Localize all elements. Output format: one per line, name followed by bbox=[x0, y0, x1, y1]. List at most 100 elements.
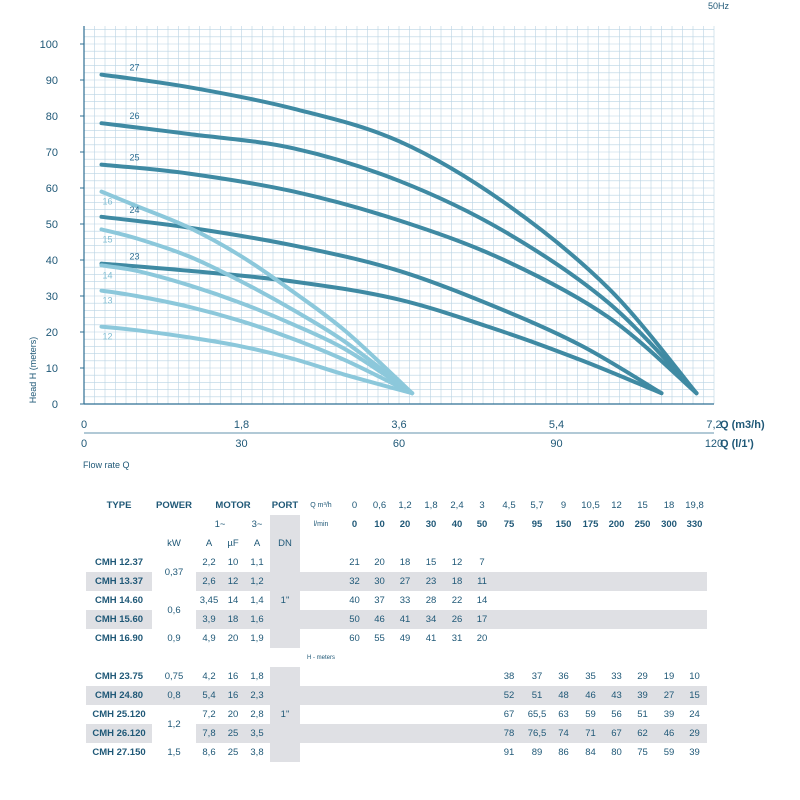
blank bbox=[300, 743, 342, 762]
power-kw: 0,75 bbox=[164, 671, 184, 682]
blank bbox=[418, 648, 444, 667]
head-value: 84 bbox=[585, 747, 596, 758]
blank bbox=[682, 534, 707, 553]
header-type: TYPE bbox=[106, 500, 132, 511]
q-lmin-value: 330 bbox=[686, 519, 703, 530]
q-m3h-value: 2,4 bbox=[450, 500, 464, 511]
blank bbox=[444, 534, 470, 553]
head-value: 51 bbox=[637, 709, 648, 720]
h-meters-label: H - meters bbox=[306, 654, 335, 661]
motor-uf: 25 bbox=[227, 747, 239, 758]
x-axis-title: Q (m3/h) bbox=[720, 419, 765, 431]
blank bbox=[244, 648, 270, 667]
y-tick-label: 40 bbox=[46, 255, 58, 267]
head-value bbox=[604, 629, 629, 648]
y-tick-label: 90 bbox=[46, 75, 58, 87]
head-value: 41 bbox=[392, 610, 418, 629]
blank bbox=[86, 515, 152, 534]
blank bbox=[300, 629, 342, 648]
blank bbox=[300, 610, 342, 629]
head-value bbox=[444, 724, 470, 743]
model-name: CMH 25.120 bbox=[92, 709, 146, 720]
head-value bbox=[524, 572, 550, 591]
blank bbox=[604, 534, 629, 553]
head-value bbox=[524, 591, 550, 610]
head-value bbox=[392, 724, 418, 743]
curve-label-13: 13 bbox=[103, 296, 113, 306]
head-value: 67 bbox=[604, 724, 629, 743]
q-m3h-value: 9 bbox=[560, 500, 567, 511]
motor-a-3ph: 1,8 bbox=[250, 671, 264, 682]
head-value bbox=[577, 553, 604, 572]
model-name: CMH 26.120 bbox=[86, 724, 152, 743]
head-value: 56 bbox=[611, 709, 622, 720]
head-value: 33 bbox=[611, 671, 622, 682]
y-tick-label: 0 bbox=[52, 399, 58, 411]
y-tick-label: 70 bbox=[46, 147, 58, 159]
motor-a-3ph: 1,4 bbox=[250, 595, 264, 606]
head-value: 74 bbox=[550, 724, 577, 743]
head-value bbox=[342, 686, 367, 705]
blank bbox=[656, 648, 682, 667]
blank bbox=[550, 534, 577, 553]
header-dn: DN bbox=[270, 534, 300, 553]
head-value bbox=[470, 667, 494, 686]
blank bbox=[418, 534, 444, 553]
head-value bbox=[494, 553, 524, 572]
blank bbox=[300, 572, 342, 591]
head-value: 19 bbox=[663, 671, 675, 682]
head-value bbox=[367, 686, 392, 705]
motor-a-3ph: 1,6 bbox=[244, 610, 270, 629]
y-tick-label: 20 bbox=[46, 327, 58, 339]
head-value: 46 bbox=[577, 686, 604, 705]
head-value: 65,5 bbox=[527, 709, 547, 720]
q-m3h-value: 12 bbox=[611, 500, 622, 511]
head-value bbox=[444, 686, 470, 705]
motor-a-1ph: 4,2 bbox=[202, 671, 216, 682]
head-value bbox=[577, 629, 604, 648]
head-value: 59 bbox=[585, 709, 596, 720]
head-value: 38 bbox=[503, 671, 515, 682]
head-value: 18 bbox=[444, 572, 470, 591]
blank bbox=[392, 534, 418, 553]
q-lmin-value: 250 bbox=[634, 519, 651, 530]
head-value: 51 bbox=[524, 686, 550, 705]
head-value bbox=[682, 572, 707, 591]
curve-15 bbox=[99, 227, 415, 396]
curve-label-14: 14 bbox=[103, 270, 113, 280]
blank bbox=[300, 534, 342, 553]
head-value bbox=[494, 610, 524, 629]
head-value bbox=[604, 553, 629, 572]
blank bbox=[300, 686, 342, 705]
head-value bbox=[656, 629, 682, 648]
head-value bbox=[524, 610, 550, 629]
head-value: 20 bbox=[374, 557, 385, 568]
blank bbox=[300, 724, 342, 743]
header-q-lmin: l/min bbox=[313, 521, 329, 528]
curve-26 bbox=[99, 121, 699, 396]
blank bbox=[367, 534, 392, 553]
head-value: 40 bbox=[349, 595, 360, 606]
q-lmin-value: 175 bbox=[582, 519, 599, 530]
motor-uf: 12 bbox=[222, 572, 244, 591]
chart-grid bbox=[83, 26, 715, 405]
table-row: CMH 27.150 1,5 8,6 25 3,8 91 89 86 84 80 75 59 39 bbox=[86, 743, 707, 762]
head-value bbox=[550, 572, 577, 591]
power-kw: 0,8 bbox=[152, 686, 196, 705]
head-value bbox=[494, 572, 524, 591]
head-value bbox=[470, 686, 494, 705]
head-value bbox=[629, 610, 656, 629]
head-value: 28 bbox=[425, 595, 437, 606]
head-value bbox=[577, 610, 604, 629]
power-kw: 0,9 bbox=[167, 633, 181, 644]
blank bbox=[342, 534, 367, 553]
head-value bbox=[367, 724, 392, 743]
head-value bbox=[342, 667, 367, 686]
head-value: 24 bbox=[689, 709, 700, 720]
motor-a-3ph: 1,1 bbox=[250, 557, 264, 568]
chart-labels: 0 10 20 30 40 50 60 70 80 90 100 0 1,8 3,6 5,4 7,2 0 30 60… bbox=[28, 1, 765, 470]
spec-table: TYPE POWER MOTOR PORT Q m³/h 0 0,6 1,2 1,8 2,4 3 4,… bbox=[86, 496, 707, 762]
model-name: CMH 15.60 bbox=[86, 610, 152, 629]
curve-13 bbox=[99, 288, 415, 396]
q-m3h-value: 4,5 bbox=[502, 500, 516, 511]
